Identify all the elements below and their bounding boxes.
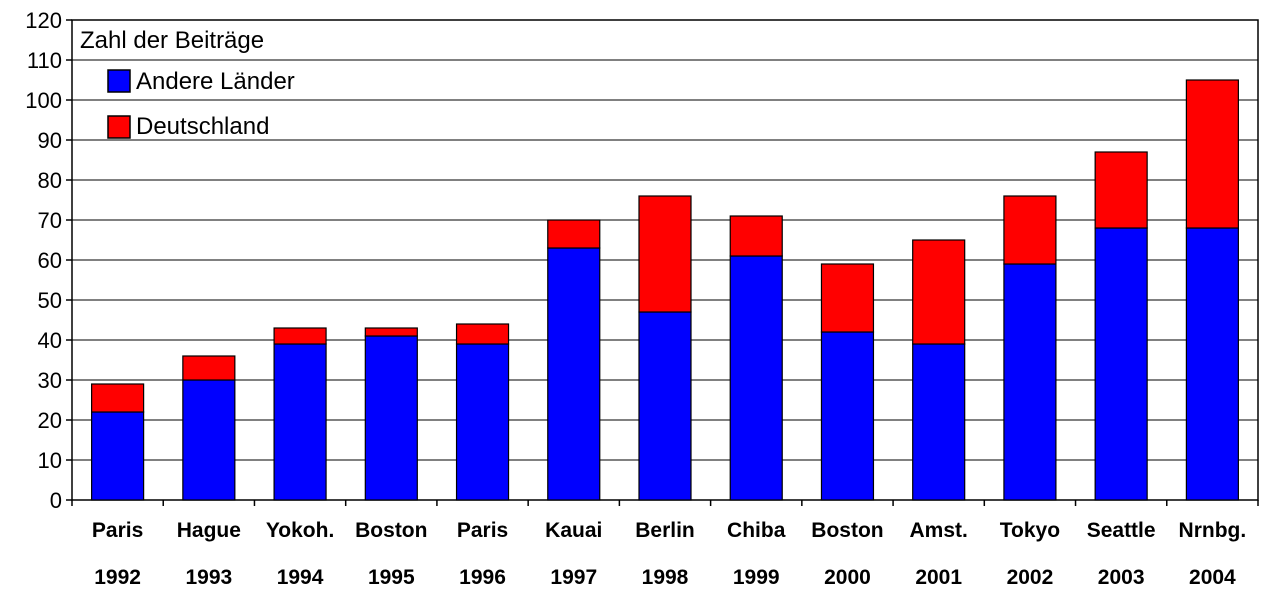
bar-andere-laender bbox=[547, 247, 601, 501]
legend-swatch-deutschland bbox=[107, 115, 131, 139]
y-tick-label: 90 bbox=[38, 128, 62, 153]
bar-deutschland bbox=[273, 327, 327, 345]
x-tick-label-year: 2004 bbox=[1189, 566, 1236, 589]
legend: Zahl der Beiträge Andere Länder Deutschl… bbox=[80, 27, 295, 140]
bar-andere-laender bbox=[1185, 227, 1239, 501]
x-tick-label-year: 1997 bbox=[550, 566, 597, 589]
bar-deutschland bbox=[912, 239, 966, 345]
y-tick-label: 50 bbox=[38, 288, 62, 313]
bar-andere-laender bbox=[1094, 227, 1148, 501]
bar-deutschland bbox=[547, 219, 601, 249]
x-tick-label-year: 1995 bbox=[368, 566, 415, 589]
bar-andere-laender bbox=[1003, 263, 1057, 501]
bar-andere-laender bbox=[912, 343, 966, 501]
x-tick-label-year: 1993 bbox=[185, 566, 232, 589]
x-tick-label-city: Tokyo bbox=[1000, 519, 1060, 542]
x-tick-label-city: Nrnbg. bbox=[1179, 519, 1247, 542]
bar-deutschland bbox=[1094, 151, 1148, 229]
x-tick-label-year: 1998 bbox=[642, 566, 689, 589]
legend-swatch-andere bbox=[107, 69, 131, 93]
bar-deutschland bbox=[455, 323, 510, 345]
x-tick-label-year: 1994 bbox=[277, 566, 324, 589]
x-tick-label-year: 1996 bbox=[459, 566, 506, 589]
y-tick-label: 100 bbox=[25, 88, 62, 113]
x-tick-label-city: Hague bbox=[177, 519, 241, 542]
legend-label-andere: Andere Länder bbox=[136, 68, 295, 95]
x-tick-label-year: 2001 bbox=[915, 566, 962, 589]
y-tick-label: 20 bbox=[38, 408, 62, 433]
y-tick-label: 110 bbox=[27, 48, 62, 73]
bar-deutschland bbox=[364, 327, 418, 337]
y-tick-label: 0 bbox=[50, 488, 62, 513]
bar-andere-laender bbox=[729, 255, 783, 501]
bar-andere-laender bbox=[455, 343, 510, 501]
y-tick-label: 40 bbox=[38, 328, 62, 353]
x-tick-label-year: 2003 bbox=[1098, 566, 1145, 589]
x-tick-label-city: Amst. bbox=[910, 519, 968, 542]
x-tick-label-city: Berlin bbox=[635, 519, 695, 542]
x-tick-label-year: 2000 bbox=[824, 566, 871, 589]
legend-title: Zahl der Beiträge bbox=[80, 27, 264, 54]
x-tick-label-city: Kauai bbox=[545, 519, 602, 542]
x-tick-label-city: Boston bbox=[355, 519, 427, 542]
y-tick-label: 30 bbox=[38, 368, 62, 393]
x-tick-label-year: 2002 bbox=[1007, 566, 1054, 589]
x-tick-label-city: Yokoh. bbox=[266, 519, 334, 542]
y-tick-label: 10 bbox=[38, 448, 62, 473]
bar-deutschland bbox=[1003, 195, 1057, 265]
bar-andere-laender bbox=[820, 331, 875, 501]
bar-deutschland bbox=[638, 195, 692, 313]
x-tick-label-city: Boston bbox=[811, 519, 883, 542]
x-tick-label-city: Seattle bbox=[1087, 519, 1156, 542]
y-tick-label: 60 bbox=[38, 248, 62, 273]
bar-andere-laender bbox=[182, 379, 236, 501]
x-tick-label-year: 1999 bbox=[733, 566, 780, 589]
bar-andere-laender bbox=[91, 411, 145, 501]
bar-deutschland bbox=[182, 355, 236, 381]
x-tick-label-city: Paris bbox=[457, 519, 508, 542]
y-tick-label: 70 bbox=[38, 208, 62, 233]
x-tick-label-year: 1992 bbox=[94, 566, 141, 589]
bar-andere-laender bbox=[638, 311, 692, 501]
y-tick-label: 120 bbox=[25, 8, 62, 33]
bar-deutschland bbox=[91, 383, 145, 413]
bars bbox=[91, 79, 1239, 501]
x-tick-label-city: Paris bbox=[92, 519, 143, 542]
y-tick-label: 80 bbox=[38, 168, 62, 193]
bar-andere-laender bbox=[364, 335, 418, 501]
bar-deutschland bbox=[1185, 79, 1239, 229]
bar-deutschland bbox=[820, 263, 875, 333]
x-tick-label-city: Chiba bbox=[727, 519, 786, 542]
bar-andere-laender bbox=[273, 343, 327, 501]
axes: 0 10 20 30 40 50 60 70 80 90 100 110 120 Paris 1992 Hag… bbox=[25, 8, 1259, 589]
bar-deutschland bbox=[729, 215, 783, 257]
legend-label-deutschland: Deutschland bbox=[136, 113, 269, 140]
